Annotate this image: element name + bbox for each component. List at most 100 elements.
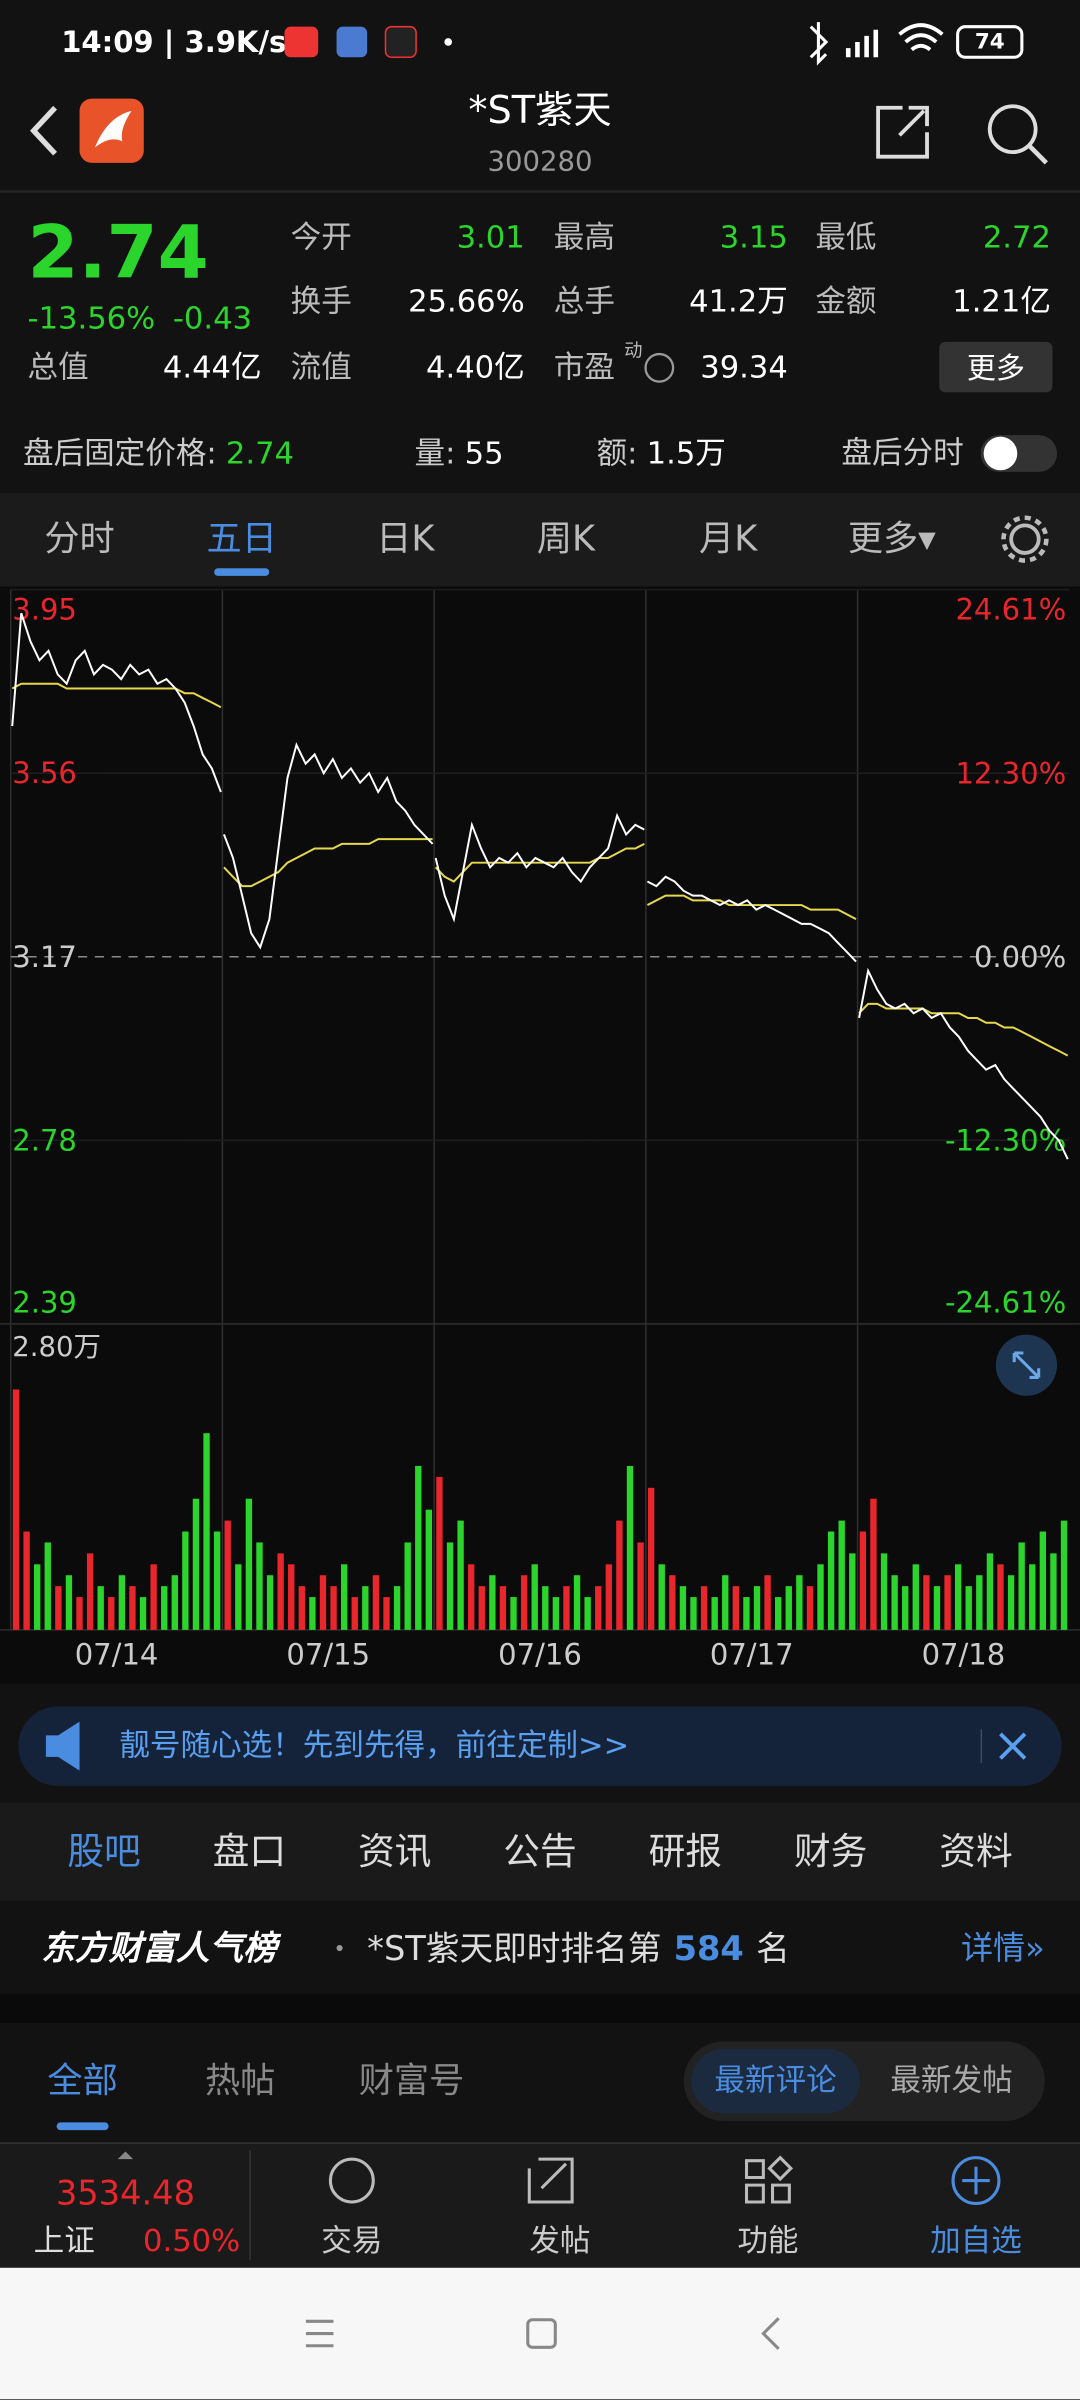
volume-bar bbox=[1050, 1553, 1057, 1630]
after-hours-item: 盘后固定价格: 2.74 bbox=[23, 436, 294, 471]
nav-item[interactable]: 发帖 bbox=[529, 2224, 590, 2259]
ranking-prefix: *ST紫天即时排名第 bbox=[367, 1929, 661, 1968]
average-line bbox=[223, 838, 433, 888]
volume-bar bbox=[986, 1553, 994, 1630]
volume-bar bbox=[722, 1575, 729, 1630]
volume-bar bbox=[1029, 1564, 1036, 1630]
volume-bar bbox=[1007, 1575, 1015, 1630]
volume-bar bbox=[224, 1520, 231, 1630]
volume-bar bbox=[997, 1564, 1004, 1630]
back-key[interactable] bbox=[761, 2317, 780, 2350]
nav-item[interactable]: 加自选 bbox=[930, 2224, 1022, 2259]
volume-bar bbox=[1060, 1520, 1068, 1630]
volume-bar bbox=[933, 1586, 941, 1630]
volume-bar bbox=[679, 1586, 687, 1630]
chart-tab[interactable]: 周K bbox=[537, 519, 596, 560]
stock-name: *ST紫天 bbox=[468, 89, 611, 133]
section-tab[interactable]: 公告 bbox=[503, 1830, 576, 1873]
ranking-details[interactable]: 详情» bbox=[961, 1929, 1045, 1967]
volume-bar bbox=[478, 1586, 485, 1630]
tab-indicator bbox=[56, 2122, 109, 2131]
banner-close[interactable] bbox=[999, 1732, 1027, 1760]
x-tick-label: 07/15 bbox=[286, 1637, 370, 1671]
menu-key[interactable] bbox=[305, 2319, 334, 2348]
section-tab[interactable]: 财务 bbox=[794, 1830, 867, 1873]
index-name[interactable]: 上证 bbox=[34, 2224, 95, 2259]
volume-bar bbox=[976, 1575, 983, 1630]
more-button-label[interactable]: 更多 bbox=[967, 351, 1025, 385]
volume-bar bbox=[150, 1564, 157, 1630]
banner[interactable] bbox=[18, 1706, 1062, 1786]
sub-tab[interactable]: 热帖 bbox=[205, 2061, 275, 2102]
volume-bar bbox=[923, 1575, 930, 1630]
more-button[interactable] bbox=[939, 341, 1053, 393]
volume-bar bbox=[76, 1597, 83, 1630]
volume-bar bbox=[1018, 1542, 1025, 1630]
y-tick-label: 3.17 bbox=[12, 940, 77, 974]
section-tabs: 股吧 盘口 资讯 公告 研报 财务 资料 bbox=[67, 1830, 1012, 1873]
toggle-label: 盘后分时 bbox=[841, 436, 963, 471]
volume-bar bbox=[298, 1586, 305, 1630]
section-tab[interactable]: 研报 bbox=[649, 1830, 722, 1873]
volume-bar bbox=[499, 1586, 507, 1630]
chart-tab[interactable]: 更多▾ bbox=[848, 519, 936, 560]
volume-bar bbox=[573, 1575, 581, 1630]
field-label: 金额 bbox=[815, 285, 876, 320]
chart-tab-bar bbox=[0, 493, 1080, 587]
volume-bar bbox=[351, 1597, 358, 1630]
section-tab[interactable]: 盘口 bbox=[213, 1830, 286, 1873]
volume-bar bbox=[859, 1531, 867, 1630]
volume-bar bbox=[436, 1476, 443, 1630]
after-hours-label: 量: bbox=[415, 436, 456, 471]
chart-tab[interactable]: 五日 bbox=[207, 519, 277, 560]
volume-bar bbox=[277, 1553, 284, 1630]
divider bbox=[0, 2142, 1080, 2144]
sort-tab[interactable]: 最新发帖 bbox=[890, 2064, 1012, 2099]
volume-bar bbox=[309, 1597, 316, 1630]
volume-bar bbox=[319, 1575, 327, 1630]
sort-tab[interactable]: 最新评论 bbox=[714, 2064, 836, 2099]
share-button[interactable] bbox=[876, 105, 929, 159]
battery-icon bbox=[956, 25, 1024, 59]
volume-bar bbox=[1039, 1531, 1047, 1630]
sub-tab[interactable]: 财富号 bbox=[359, 2061, 465, 2102]
volume-bar bbox=[129, 1586, 136, 1630]
volume-bar bbox=[785, 1586, 792, 1630]
post-icon bbox=[527, 2157, 574, 2204]
sub-tabs: 全部 热帖 财富号 bbox=[47, 2061, 465, 2131]
volume-bar bbox=[340, 1564, 348, 1630]
index-change[interactable]: 0.50% bbox=[143, 2224, 240, 2259]
sub-tab[interactable]: 全部 bbox=[47, 2061, 117, 2102]
volume-bar bbox=[65, 1575, 73, 1630]
average-line bbox=[434, 842, 645, 883]
volume-bar bbox=[764, 1575, 771, 1630]
sort-active bbox=[691, 2049, 860, 2114]
pe-info-icon[interactable] bbox=[644, 352, 675, 383]
volume-bar bbox=[531, 1564, 538, 1630]
back-button[interactable] bbox=[29, 105, 58, 156]
settings-button[interactable] bbox=[1009, 523, 1041, 555]
volume-bar bbox=[203, 1433, 210, 1630]
after-hours-item: 额: 1.5万 bbox=[597, 436, 726, 471]
chart-tab[interactable]: 分时 bbox=[44, 519, 114, 560]
volume-bar bbox=[161, 1586, 168, 1630]
chart: 3.95 24.61% 3.56 12.30% 3.17 0.00% 2.78 -12.30%… bbox=[0, 588, 1080, 1671]
function-icon bbox=[744, 2155, 794, 2204]
chart-tab[interactable]: 月K bbox=[699, 519, 758, 560]
divider bbox=[249, 2149, 251, 2261]
nav-item[interactable]: 功能 bbox=[737, 2224, 798, 2259]
y-tick-label: 3.56 bbox=[12, 756, 77, 790]
price: 2.74 bbox=[28, 211, 209, 296]
tab-indicator bbox=[214, 568, 270, 576]
nav-item[interactable]: 交易 bbox=[321, 2224, 382, 2259]
section-tab[interactable]: 资料 bbox=[939, 1830, 1012, 1873]
banner-text[interactable]: 靓号随心选！先到先得，前往定制>> bbox=[119, 1729, 629, 1764]
volume-bar bbox=[827, 1531, 835, 1630]
section-tab[interactable]: 资讯 bbox=[358, 1830, 431, 1873]
search-button[interactable] bbox=[987, 104, 1038, 155]
section-tab[interactable]: 股吧 bbox=[67, 1830, 140, 1873]
chart-tab[interactable]: 日K bbox=[376, 519, 435, 560]
index-value[interactable]: 3534.48 bbox=[56, 2173, 195, 2212]
expand-icon bbox=[1012, 1351, 1041, 1379]
home-key[interactable] bbox=[526, 2318, 557, 2349]
